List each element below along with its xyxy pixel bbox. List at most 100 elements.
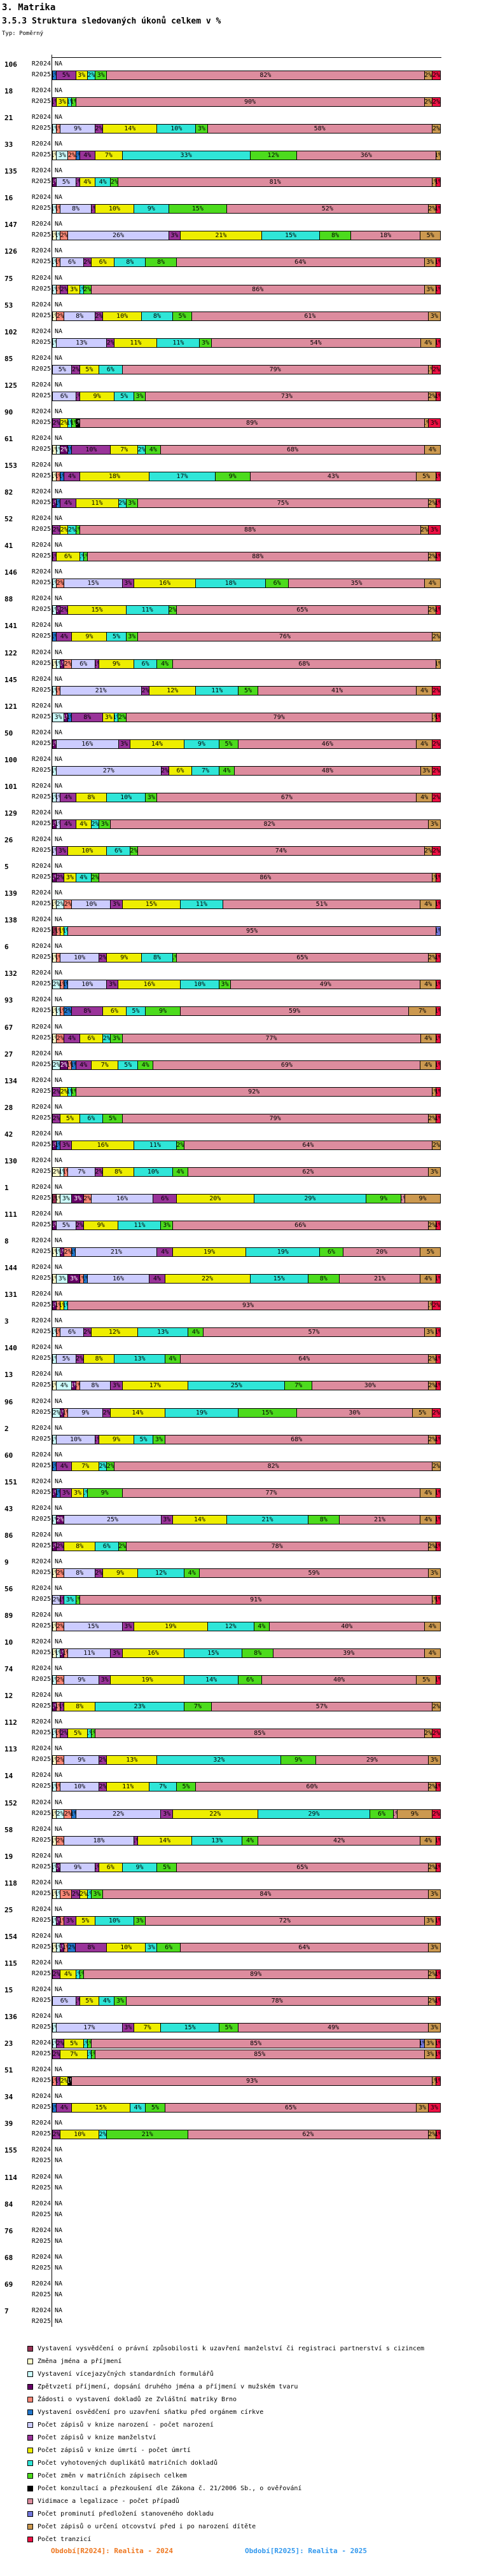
bar-segment: 1% xyxy=(53,312,57,320)
bar-segment: 15% xyxy=(238,1409,297,1417)
period-row: R2024 NA xyxy=(0,301,477,310)
bar-segment: 1% xyxy=(57,446,61,454)
bar-segment: 1% xyxy=(53,178,57,186)
bar-segment: 14% xyxy=(172,1516,228,1524)
bar-segment: 2% xyxy=(72,1890,80,1898)
bar-segment: 4% xyxy=(60,793,76,802)
bar-segment: 3% xyxy=(428,526,440,534)
period-row-label: R2024 xyxy=(31,1264,51,1271)
stacked-bar: 1%2%18%1%14%13%4%42%4%1% xyxy=(52,1836,441,1846)
row-group: 151R2024NAR20251%1%3%3%1%9%77%4%1% xyxy=(0,1476,477,1500)
na-label: NA xyxy=(55,863,63,870)
bar-segment: 1% xyxy=(432,2077,436,2085)
bar-segment: 6% xyxy=(169,767,193,775)
bar-segment: 79% xyxy=(122,1114,429,1123)
bar-segment: 64% xyxy=(184,1141,432,1149)
period-row: R2024 NA xyxy=(0,675,477,685)
na-label: NA xyxy=(55,542,63,549)
bar-segment: 2% xyxy=(60,419,69,427)
bar-segment: 11% xyxy=(68,1649,111,1657)
bar-segment: 7% xyxy=(68,1168,95,1176)
period-row: R2024 NA xyxy=(0,942,477,952)
stacked-bar: 1%3%2%1%4%7%33%12%36%1% xyxy=(52,151,441,160)
period-row-label: R2025 xyxy=(31,98,51,105)
period-row-label: R2024 xyxy=(31,1612,51,1619)
row-group: 76 R2024 NA R2025 NA xyxy=(0,2225,477,2249)
bar-segment: 10% xyxy=(72,900,111,908)
row-group: 84 R2024 NA R2025 NA xyxy=(0,2198,477,2223)
bar-segment: 6% xyxy=(99,1863,123,1872)
row-id: 5 xyxy=(4,863,9,871)
bar-segment: 9% xyxy=(72,633,107,641)
bar-segment: 5% xyxy=(114,392,134,401)
period-row: R2024 NA xyxy=(0,835,477,845)
bar-segment: 4% xyxy=(420,339,436,347)
bar-segment: 4% xyxy=(149,1275,165,1283)
bar-segment: 1% xyxy=(432,1088,436,1096)
bar-segment: 1% xyxy=(53,1622,57,1631)
na-label: NA xyxy=(55,809,63,816)
row-id: 33 xyxy=(4,140,13,149)
bar-segment: 3% xyxy=(424,2050,436,2059)
bar-segment: 1% xyxy=(436,1676,440,1684)
bar-segment: 1% xyxy=(53,1890,57,1898)
row-group: 139R2024NAR20251%2%2%10%3%15%11%51%4%1% xyxy=(0,887,477,912)
bar-segment: 35% xyxy=(289,579,425,587)
na-label: NA xyxy=(55,2066,63,2073)
period-row-label: R2025 xyxy=(31,2157,51,2164)
bar-segment: 90% xyxy=(76,98,425,106)
period-row-label: R2025 xyxy=(31,633,51,640)
bar-segment: 1% xyxy=(436,1783,440,1791)
legend-swatch-icon xyxy=(27,2485,33,2491)
bar-segment: 16% xyxy=(122,1649,184,1657)
bar-segment: 1% xyxy=(60,1943,65,1952)
bar-segment: 3% xyxy=(196,125,208,133)
legend-label: Počet vyhotovených duplikátů matričních … xyxy=(38,2459,218,2467)
bar-segment: 2% xyxy=(87,71,95,79)
bar-segment: 3% xyxy=(64,874,76,882)
bar-segment: 1% xyxy=(87,1890,92,1898)
bar-segment: 8% xyxy=(146,258,177,266)
na-label: NA xyxy=(55,649,63,656)
bar-segment: 8% xyxy=(64,312,95,320)
period-row-label: R2024 xyxy=(31,2307,51,2314)
bar-segment: 6% xyxy=(370,1810,394,1818)
bar-segment: 1% xyxy=(53,71,57,79)
bar-segment: 1% xyxy=(432,874,436,882)
period-row: R2024 NA xyxy=(0,113,477,123)
period-row-label: R2024 xyxy=(31,1344,51,1351)
period-row: R2024 NA xyxy=(0,1691,477,1701)
bar-segment: 14% xyxy=(184,1676,239,1684)
legend-swatch-icon xyxy=(27,2498,33,2504)
period-row: R2024 NA xyxy=(0,2280,477,2289)
period-row-label: R2024 xyxy=(31,408,51,415)
period-row: R2025 NA xyxy=(0,2184,477,2193)
legend-swatch-icon xyxy=(27,2371,33,2377)
bar-segment: 4% xyxy=(420,1034,436,1043)
period-row-label: R2024 xyxy=(31,1799,51,1806)
bar-segment: 5% xyxy=(146,2104,165,2112)
period-row: R2024 NA xyxy=(0,1156,477,1166)
bar-segment: 4% xyxy=(57,2104,73,2112)
bar-segment: 2% xyxy=(64,900,73,908)
bar-segment: 4% xyxy=(420,1061,436,1069)
bar-segment: 3% xyxy=(53,713,65,722)
bar-segment: 11% xyxy=(76,499,119,507)
bar-segment: 10% xyxy=(68,980,107,989)
bar-segment: 2% xyxy=(428,552,436,561)
period-row: R2024 NA xyxy=(0,488,477,497)
bar-segment: 21% xyxy=(180,231,262,240)
bar-segment: 2% xyxy=(57,1810,65,1818)
row-id: 136 xyxy=(4,2013,17,2021)
bar-segment: 3% xyxy=(111,1649,123,1657)
stacked-bar: 1%1%1%2%6%1%9%6%4%68%1% xyxy=(52,659,441,669)
period-row-label: R2024 xyxy=(31,1531,51,1538)
period-row-label: R2025 xyxy=(31,1516,51,1523)
bar-segment: 3% xyxy=(424,1328,436,1336)
